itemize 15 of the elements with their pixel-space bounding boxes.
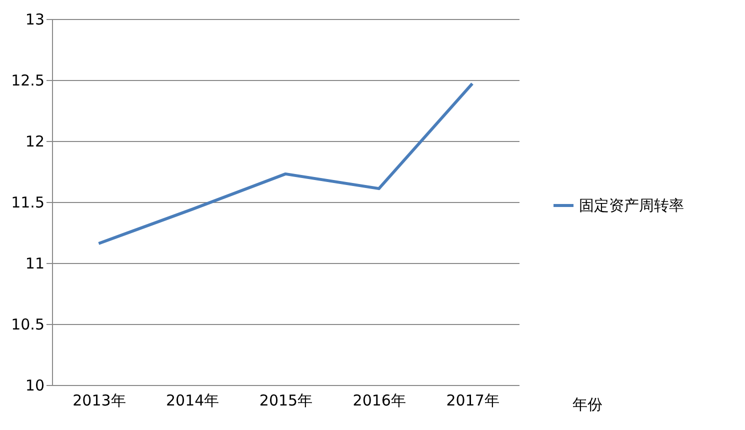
y-tick-label: 11 bbox=[25, 254, 44, 272]
line-series bbox=[97, 82, 474, 245]
y-tick-label: 13 bbox=[25, 10, 44, 28]
x-tick-label: 2015年 bbox=[259, 392, 313, 410]
x-tick-label: 2014年 bbox=[166, 392, 220, 410]
y-tick-label: 10.5 bbox=[11, 316, 44, 334]
x-tick-label: 2016年 bbox=[352, 392, 406, 410]
y-tick-label: 12.5 bbox=[11, 72, 44, 90]
y-tick-label: 12 bbox=[25, 132, 44, 150]
legend-label: 固定资产周转率 bbox=[579, 196, 684, 214]
x-tick-label: 2013年 bbox=[72, 392, 126, 410]
x-axis-title: 年份 bbox=[572, 396, 602, 414]
y-tick-label: 10 bbox=[25, 376, 44, 394]
y-tick-label: 11.5 bbox=[11, 194, 44, 212]
x-tick-label: 2017年 bbox=[446, 392, 500, 410]
